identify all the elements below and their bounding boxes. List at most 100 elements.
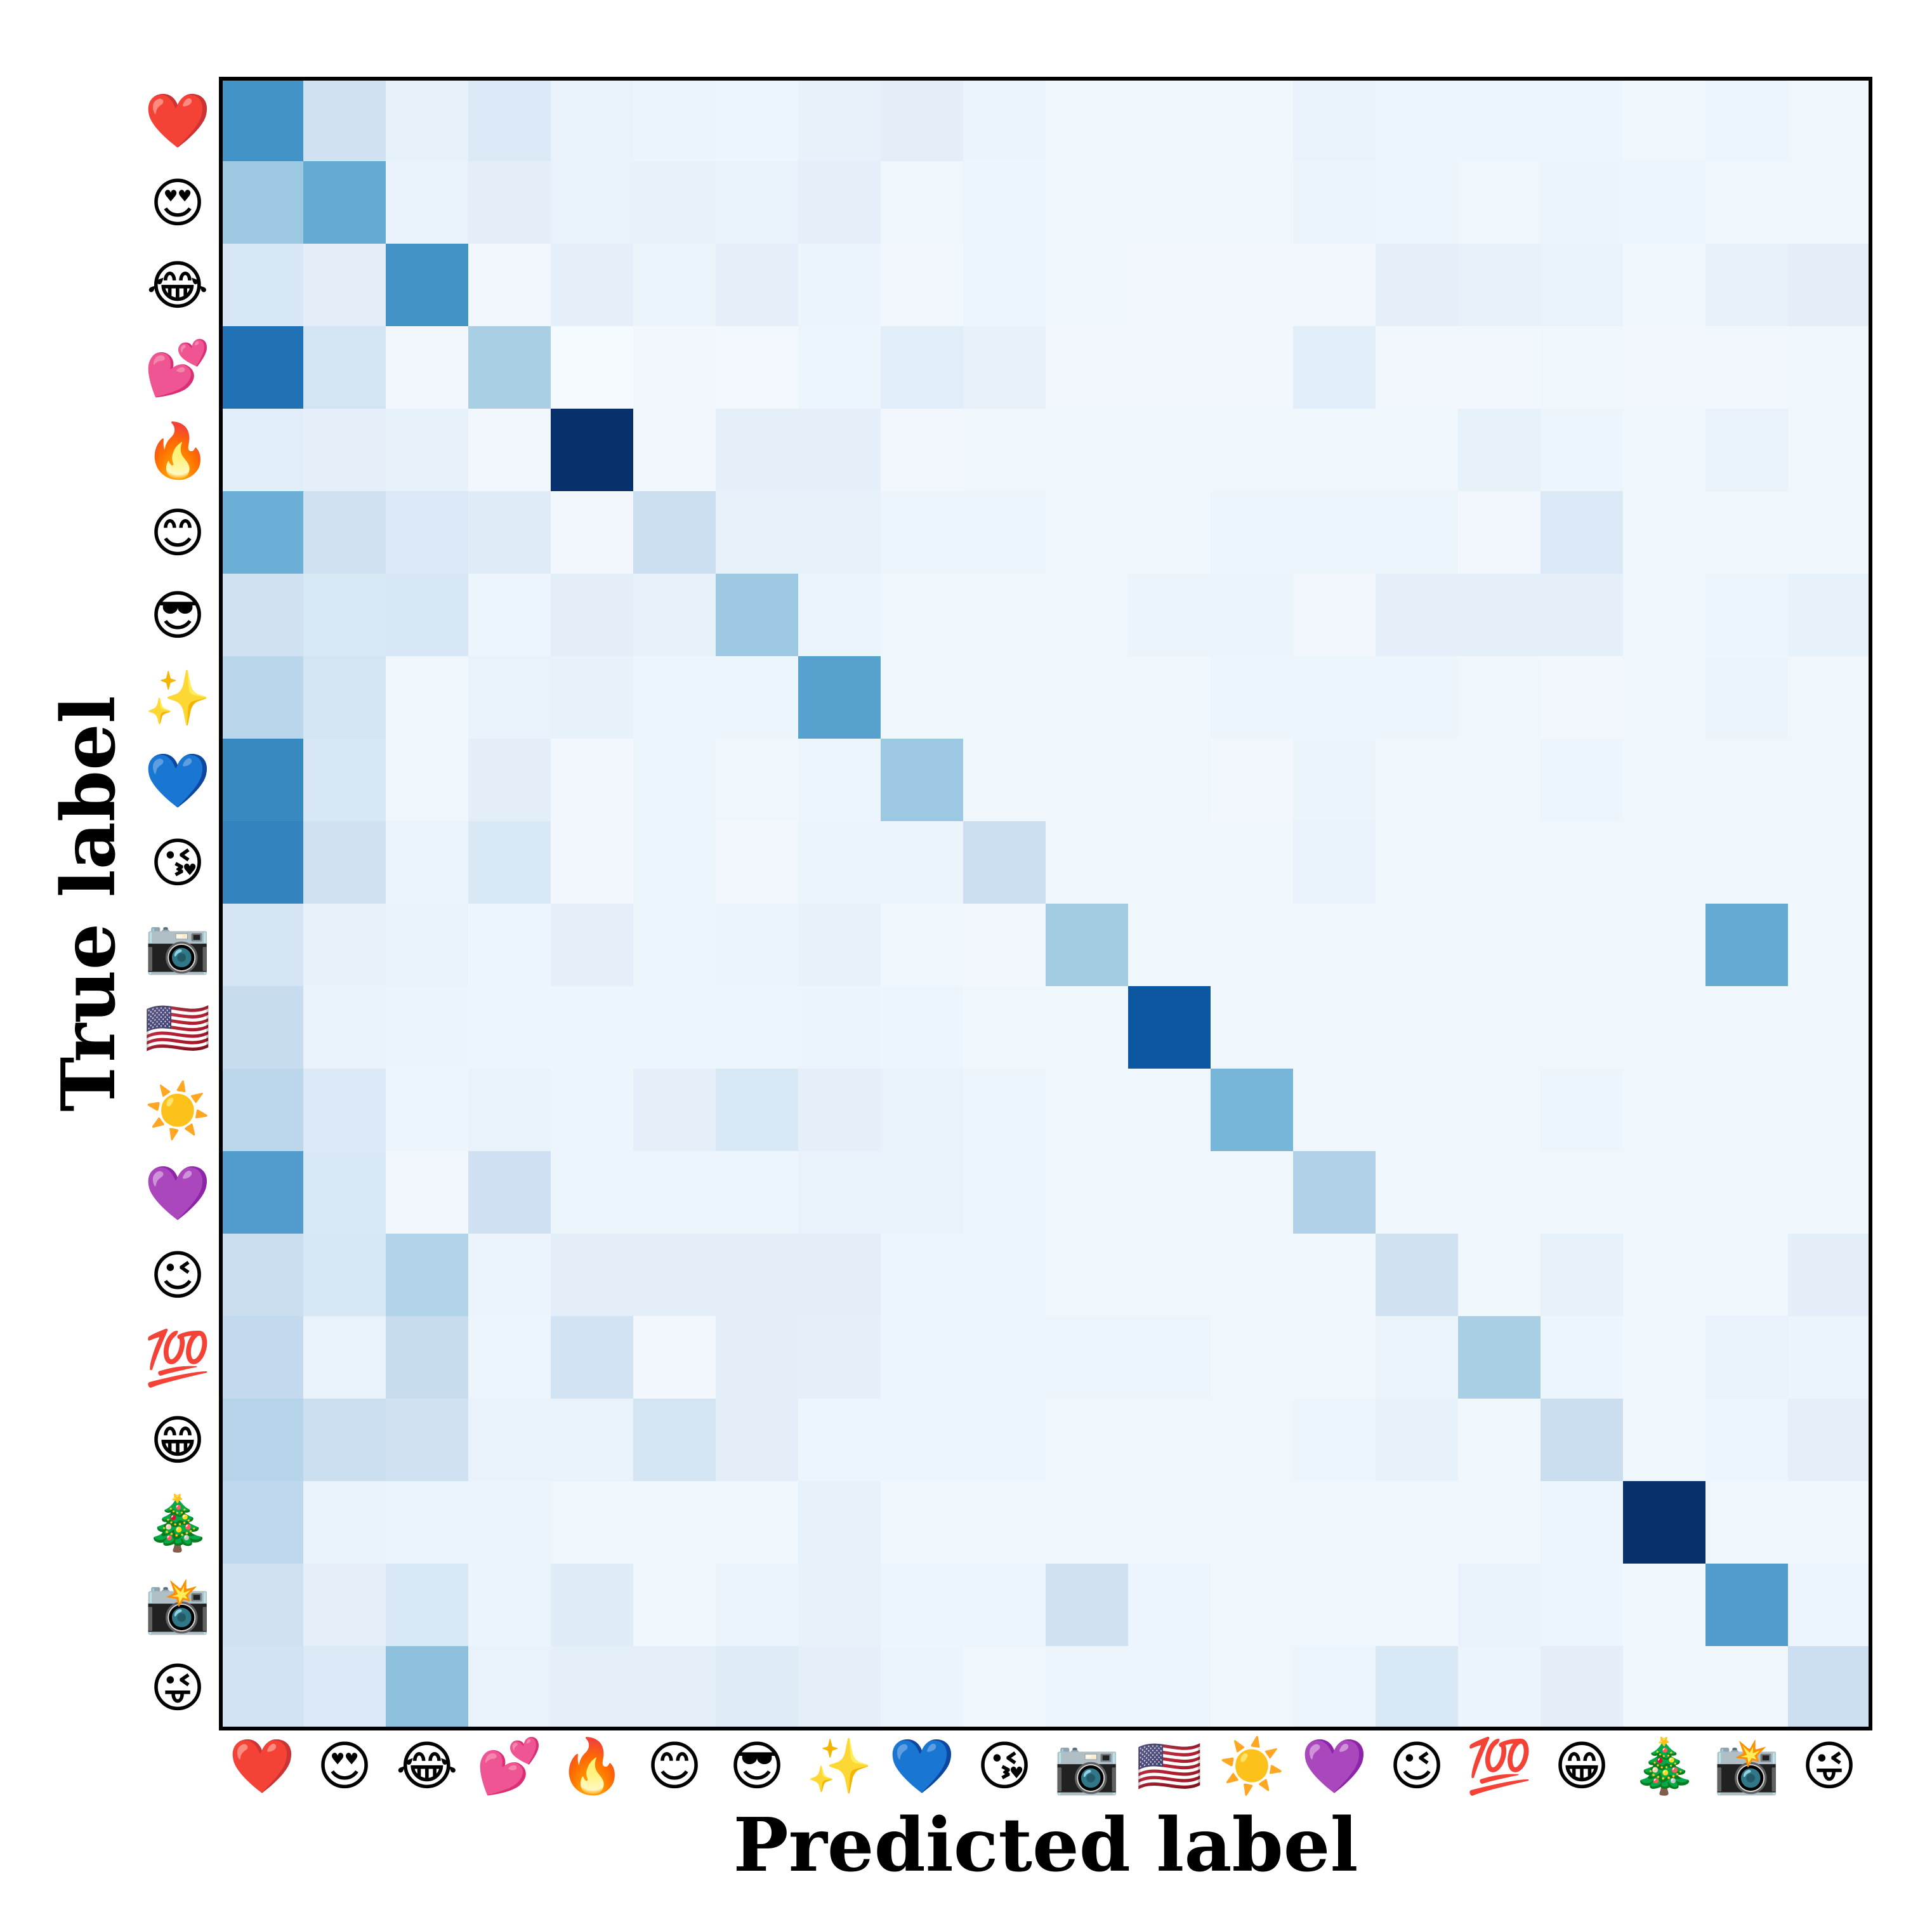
heatmap-cell bbox=[1705, 739, 1789, 822]
heatmap-cell bbox=[221, 1151, 304, 1234]
heatmap-cell bbox=[1376, 904, 1459, 987]
heatmap-cell bbox=[551, 1151, 634, 1234]
heatmap-cell bbox=[551, 1481, 634, 1564]
heatmap-cell bbox=[1458, 1316, 1541, 1399]
plot-frame bbox=[219, 77, 1872, 1730]
heatmap-cell bbox=[633, 491, 716, 574]
heatmap-cell bbox=[1541, 574, 1624, 657]
heatmap-cell bbox=[551, 409, 634, 492]
heatmap-cell bbox=[551, 244, 634, 327]
heatmap-cell bbox=[1211, 409, 1294, 492]
heatmap-cell bbox=[1293, 1069, 1376, 1152]
heatmap-cell bbox=[1128, 409, 1211, 492]
y-axis-title: True label bbox=[46, 695, 132, 1112]
heatmap-cell bbox=[963, 326, 1046, 409]
heatmap-cell bbox=[963, 739, 1046, 822]
heatmap-cell bbox=[1376, 491, 1459, 574]
heatmap-cell bbox=[1046, 574, 1129, 657]
heatmap-cell bbox=[1211, 1151, 1294, 1234]
y-axis-ticks: ❤️ 😍 😂 💕 🔥 😊 😎 ✨ 💙 😘 📷 🇺🇸 ☀️ 💜 😉 💯 😁 🎄 📸 😜 bbox=[145, 89, 211, 1719]
heatmap-cell bbox=[1128, 1646, 1211, 1729]
heatmap-cell bbox=[1376, 1234, 1459, 1317]
heatmap-cell bbox=[881, 1316, 964, 1399]
heatmap-cell bbox=[1705, 244, 1789, 327]
y-tick-label: 😂 bbox=[147, 254, 209, 317]
heatmap-cell bbox=[1541, 244, 1624, 327]
heatmap-cell bbox=[1128, 821, 1211, 904]
heatmap-cell bbox=[1623, 1646, 1706, 1729]
heatmap-cell bbox=[1046, 986, 1129, 1069]
heatmap-cell bbox=[221, 656, 304, 739]
heatmap-cell bbox=[1211, 739, 1294, 822]
heatmap-cell bbox=[551, 1234, 634, 1317]
heatmap-cell bbox=[1128, 1069, 1211, 1152]
heatmap-cell bbox=[468, 1481, 551, 1564]
heatmap-cell bbox=[468, 904, 551, 987]
heatmap-cell bbox=[1046, 1564, 1129, 1647]
heatmap-cell bbox=[1046, 1151, 1129, 1234]
heatmap-cell bbox=[468, 409, 551, 492]
heatmap-cell bbox=[303, 1069, 386, 1152]
heatmap-cell bbox=[881, 326, 964, 409]
heatmap-cell bbox=[881, 904, 964, 987]
y-tick-label: 🎄 bbox=[145, 1492, 211, 1554]
heatmap-cell bbox=[881, 1069, 964, 1152]
heatmap-cell bbox=[1788, 491, 1871, 574]
heatmap-cell bbox=[468, 79, 551, 162]
heatmap-cell bbox=[1128, 1481, 1211, 1564]
heatmap-cell bbox=[221, 326, 304, 409]
heatmap-cell bbox=[551, 574, 634, 657]
heatmap-cell bbox=[551, 821, 634, 904]
heatmap-cell bbox=[468, 1234, 551, 1317]
heatmap-cell bbox=[1705, 904, 1789, 987]
heatmap-cell bbox=[1211, 574, 1294, 657]
heatmap-cell bbox=[1541, 1151, 1624, 1234]
heatmap-cell bbox=[1623, 1564, 1706, 1647]
heatmap-cell bbox=[386, 821, 469, 904]
heatmap-cell bbox=[633, 161, 716, 244]
heatmap-cell bbox=[1705, 821, 1789, 904]
heatmap-cell bbox=[881, 79, 964, 162]
heatmap-cell bbox=[798, 821, 881, 904]
y-tick-label: 😜 bbox=[150, 1657, 206, 1719]
heatmap-cell bbox=[1376, 1564, 1459, 1647]
heatmap-cell bbox=[303, 409, 386, 492]
heatmap-cell bbox=[386, 491, 469, 574]
heatmap-cell bbox=[1046, 161, 1129, 244]
heatmap-cell bbox=[716, 1399, 799, 1482]
x-axis-ticks: ❤️ 😍 😂 💕 🔥 😊 😎 ✨ 💙 😘 📷 🇺🇸 ☀️ 💜 😉 💯 😁 🎄 📸 😜 bbox=[229, 1734, 1857, 1798]
heatmap-cell bbox=[1458, 326, 1541, 409]
heatmap-cell bbox=[1458, 1399, 1541, 1482]
heatmap-cell bbox=[1788, 821, 1871, 904]
heatmap-cell bbox=[1788, 1564, 1871, 1647]
y-tick-label: 😎 bbox=[150, 584, 206, 647]
heatmap-cell bbox=[633, 1481, 716, 1564]
heatmap-cell bbox=[963, 1316, 1046, 1399]
heatmap-cell bbox=[1376, 1151, 1459, 1234]
heatmap-cell bbox=[1788, 409, 1871, 492]
heatmap-cell bbox=[633, 79, 716, 162]
heatmap-cell bbox=[1788, 574, 1871, 657]
heatmap-cell bbox=[468, 326, 551, 409]
heatmap-cell bbox=[1541, 326, 1624, 409]
heatmap-cell bbox=[1046, 1646, 1129, 1729]
heatmap-cell bbox=[633, 1234, 716, 1317]
heatmap-cell bbox=[798, 986, 881, 1069]
x-tick-label: ☀️ bbox=[1219, 1734, 1285, 1798]
heatmap-cell bbox=[1293, 1646, 1376, 1729]
heatmap-cell bbox=[1211, 79, 1294, 162]
heatmap-cell bbox=[1623, 821, 1706, 904]
heatmap-cell bbox=[1128, 739, 1211, 822]
heatmap-cell bbox=[881, 409, 964, 492]
x-tick-label: ✨ bbox=[806, 1735, 873, 1797]
heatmap-cell bbox=[633, 904, 716, 987]
heatmap-cell bbox=[716, 1069, 799, 1152]
heatmap-cell bbox=[1788, 161, 1871, 244]
heatmap-cell bbox=[1376, 986, 1459, 1069]
heatmap-cell bbox=[1458, 986, 1541, 1069]
heatmap-cell bbox=[716, 904, 799, 987]
heatmap-cell bbox=[1293, 1399, 1376, 1482]
heatmap-cell bbox=[386, 1481, 469, 1564]
heatmap-cell bbox=[1623, 739, 1706, 822]
heatmap-cell bbox=[1376, 244, 1459, 327]
